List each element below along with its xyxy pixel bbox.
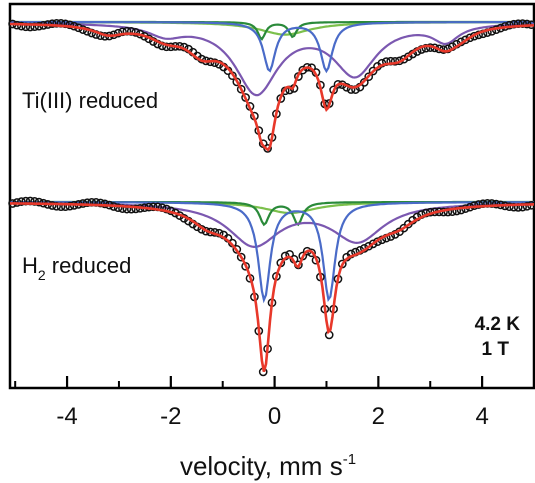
- data-point: [148, 202, 158, 212]
- x-tick-label: 2: [372, 403, 385, 430]
- panel-label-h2-main: H: [22, 253, 38, 278]
- data-point: [17, 21, 26, 31]
- data-point: [52, 201, 61, 211]
- data-point: [30, 22, 39, 32]
- panel-label-h2-subscript: 2: [38, 267, 46, 283]
- data-point: [461, 35, 470, 45]
- plot-frame: [8, 2, 535, 390]
- data-point: [131, 204, 141, 214]
- data-point: [474, 200, 483, 209]
- data-point: [113, 203, 123, 213]
- data-point: [522, 201, 532, 211]
- data-point: [82, 198, 92, 208]
- data-point: [100, 199, 110, 209]
- data-point: [96, 198, 105, 208]
- x-axis-title-superscript: -1: [343, 451, 356, 468]
- x-tick-label: -4: [56, 403, 77, 430]
- data-point: [34, 197, 44, 207]
- data-point: [17, 197, 26, 206]
- panel-label-h2-reduced: H2 reduced: [22, 253, 131, 283]
- data-point: [443, 207, 453, 217]
- data-point: [236, 252, 246, 262]
- data-point: [368, 239, 378, 249]
- x-tick-label: -2: [160, 403, 181, 430]
- x-tick-label: 0: [268, 403, 281, 430]
- data-point: [52, 18, 61, 28]
- fit-curve: [10, 202, 535, 372]
- data-point: [65, 201, 75, 211]
- fit-curve: [10, 22, 535, 152]
- panel-label-ti-iii-reduced: Ti(III) reduced: [22, 88, 158, 113]
- component-blue-curve: [10, 21, 534, 74]
- data-point: [47, 201, 57, 210]
- x-axis: -4 -2 0 2 4: [14, 376, 535, 430]
- data-point: [368, 66, 378, 76]
- component-purple-curve: [9, 22, 534, 97]
- data-point: [505, 20, 514, 30]
- data-point: [403, 52, 413, 62]
- component-blue-curve: [10, 201, 534, 304]
- data-point: [232, 77, 242, 87]
- data-point: [364, 72, 374, 82]
- data-point: [65, 20, 75, 30]
- x-axis-title: velocity, mm s-1: [180, 451, 356, 481]
- data-point: [487, 199, 497, 208]
- panel-h2-reduced: [8, 196, 535, 377]
- x-axis-title-main: velocity, mm s: [180, 451, 343, 481]
- data-point: [236, 84, 246, 94]
- x-tick-label: 4: [475, 403, 488, 430]
- temperature-label: 4.2 K: [475, 314, 521, 335]
- data-point: [131, 28, 141, 37]
- data-point: [421, 43, 431, 53]
- data-point: [263, 144, 272, 153]
- data-point: [364, 241, 374, 251]
- data-point: [522, 19, 532, 29]
- data-point: [399, 54, 409, 64]
- data-point: [162, 204, 171, 214]
- field-label: 1 T: [482, 339, 510, 360]
- data-point: [359, 78, 369, 87]
- data-point: [465, 33, 475, 43]
- data-point: [487, 26, 497, 36]
- data-point: [232, 245, 242, 254]
- data-point: [34, 21, 44, 31]
- panel-ti-iii-reduced: [8, 18, 535, 153]
- data-point: [518, 19, 527, 28]
- data-point: [307, 248, 316, 258]
- panel-label-h2-rest: reduced: [46, 253, 132, 278]
- data-point: [505, 202, 514, 212]
- data-point: [456, 205, 466, 215]
- data-point: [47, 19, 57, 29]
